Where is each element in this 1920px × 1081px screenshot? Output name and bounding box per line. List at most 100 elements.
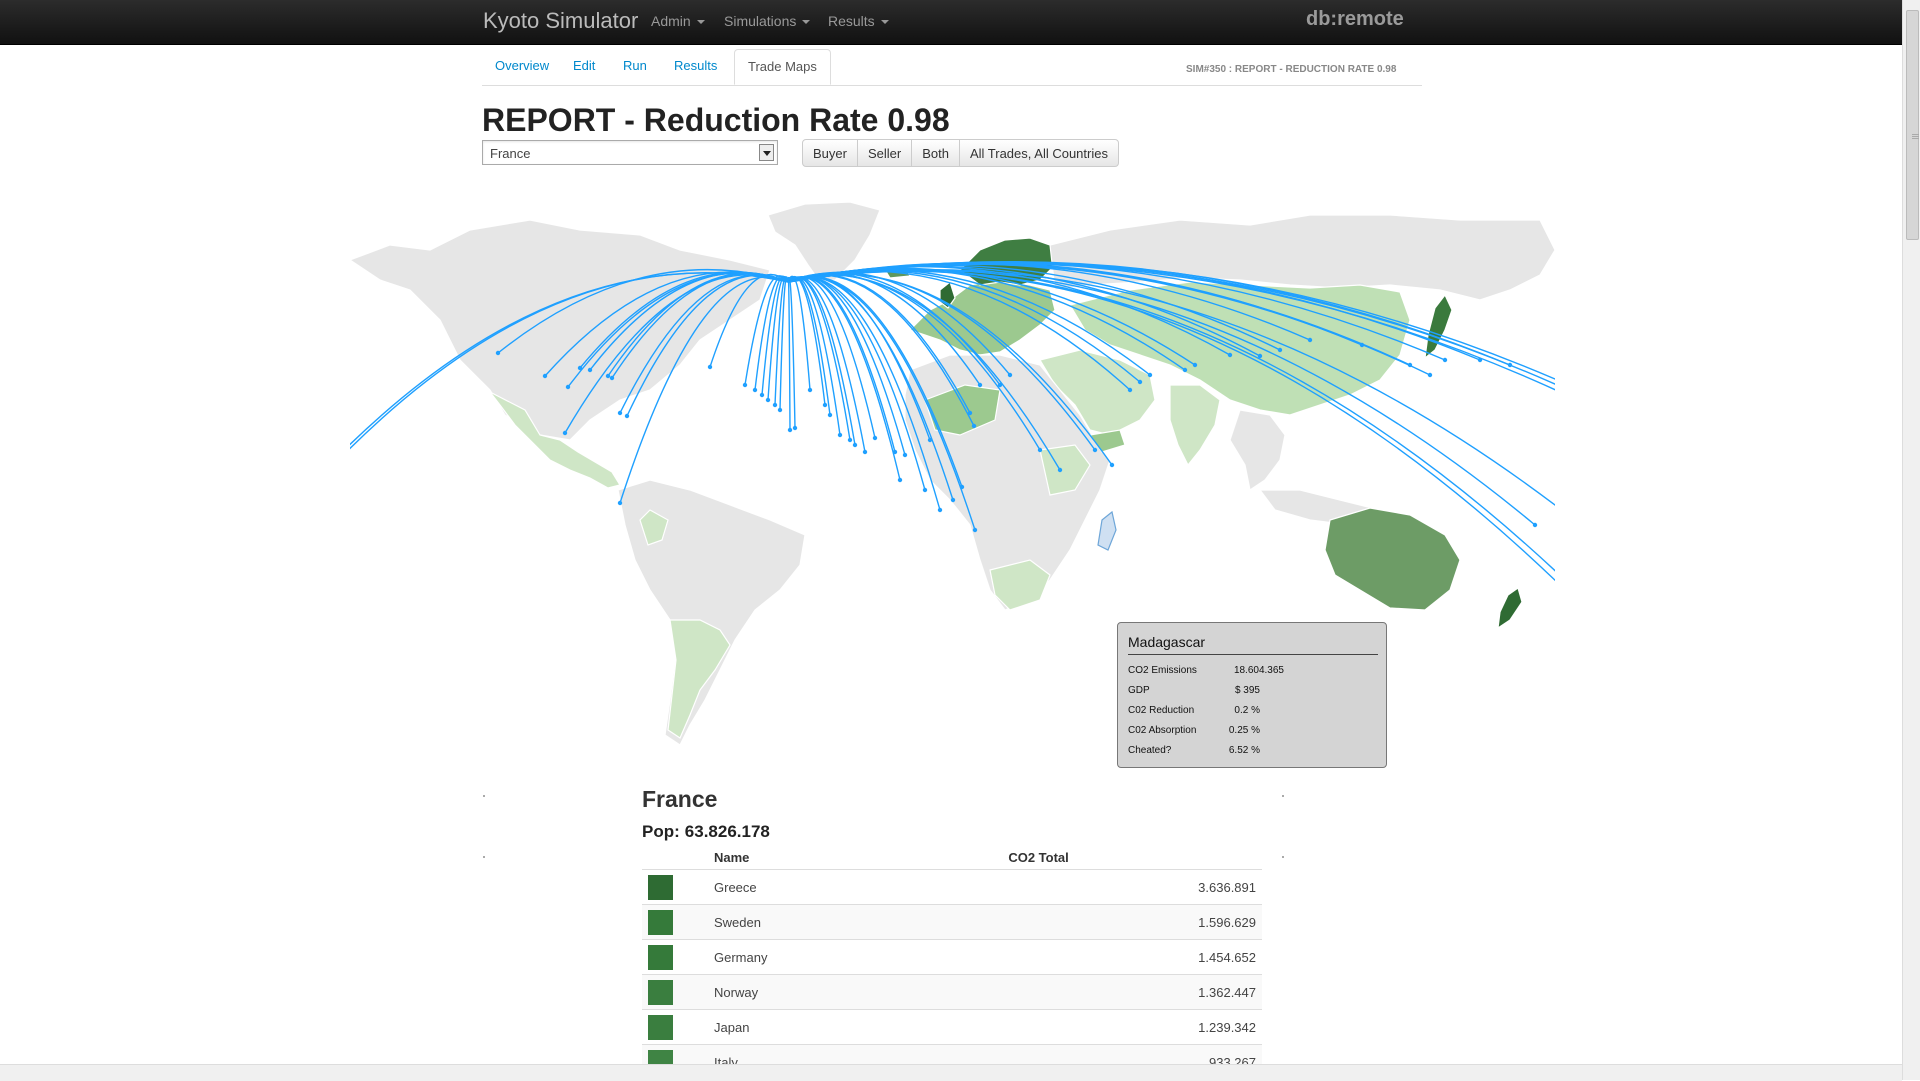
- trade-partner-marker[interactable]: [872, 435, 878, 441]
- region-sahel[interactable]: [924, 384, 1001, 436]
- trade-partner-marker[interactable]: [1427, 372, 1433, 378]
- table-row[interactable]: Sweden 1.596.629: [642, 904, 1262, 940]
- trade-partner-marker[interactable]: [542, 373, 548, 379]
- admin-menu[interactable]: Admin: [651, 13, 705, 29]
- region-south-america[interactable]: [617, 479, 806, 746]
- tab-trade-maps[interactable]: Trade Maps: [734, 49, 831, 85]
- name-column-header[interactable]: Name: [682, 846, 1009, 870]
- trade-partner-marker[interactable]: [617, 500, 623, 506]
- region-argentina[interactable]: [667, 619, 731, 739]
- trade-partner-marker[interactable]: [807, 387, 813, 393]
- table-row[interactable]: Japan 1.239.342: [642, 1009, 1262, 1045]
- trade-partner-marker[interactable]: [587, 367, 593, 373]
- trade-partner-marker[interactable]: [777, 407, 783, 413]
- trade-partner-marker[interactable]: [822, 402, 828, 408]
- trade-partner-marker[interactable]: [971, 423, 977, 429]
- trade-partner-marker[interactable]: [897, 477, 903, 483]
- trade-partner-marker[interactable]: [707, 364, 713, 370]
- trade-partner-marker[interactable]: [902, 452, 908, 458]
- trade-partner-marker[interactable]: [1037, 447, 1043, 453]
- region-madagascar[interactable]: [1097, 510, 1117, 551]
- trade-partner-marker[interactable]: [562, 430, 568, 436]
- results-menu[interactable]: Results: [828, 13, 889, 29]
- seller-button[interactable]: Seller: [856, 139, 913, 167]
- trade-partner-marker[interactable]: [977, 382, 983, 388]
- trade-partner-marker[interactable]: [752, 387, 758, 393]
- trade-partner-marker[interactable]: [862, 449, 868, 455]
- table-row[interactable]: Greece 3.636.891: [642, 869, 1262, 905]
- trade-partner-marker[interactable]: [959, 484, 965, 490]
- trade-partner-marker[interactable]: [937, 507, 943, 513]
- horizontal-scrollbar[interactable]: [0, 1064, 1902, 1081]
- region-india[interactable]: [1169, 384, 1221, 467]
- trade-partner-marker[interactable]: [927, 437, 933, 443]
- trade-partner-marker[interactable]: [827, 412, 833, 418]
- trade-partner-marker[interactable]: [1442, 357, 1448, 363]
- trade-partner-marker[interactable]: [624, 413, 630, 419]
- trade-partner-marker[interactable]: [1137, 379, 1143, 385]
- brand-link[interactable]: Kyoto Simulator: [483, 8, 639, 33]
- scrollbar-thumb[interactable]: [1906, 10, 1919, 240]
- co2-total-column-header[interactable]: CO2 Total: [1008, 846, 1262, 870]
- trade-partner-marker[interactable]: [565, 384, 571, 390]
- trade-partner-marker[interactable]: [1192, 362, 1198, 368]
- region-southeast-asia[interactable]: [1229, 409, 1286, 491]
- tab-results[interactable]: Results: [674, 58, 718, 73]
- region-andes[interactable]: [639, 509, 669, 546]
- trade-partner-marker[interactable]: [972, 527, 978, 533]
- trade-partner-marker[interactable]: [847, 437, 853, 443]
- trade-partner-marker[interactable]: [759, 392, 765, 398]
- color-swatch: [648, 944, 673, 970]
- country-select[interactable]: France: [482, 140, 778, 165]
- trade-partner-marker[interactable]: [1127, 387, 1133, 393]
- simulations-menu[interactable]: Simulations: [724, 13, 811, 29]
- trade-partner-marker[interactable]: [605, 373, 611, 379]
- trade-partner-marker[interactable]: [1257, 353, 1263, 359]
- trade-partner-marker[interactable]: [772, 402, 778, 408]
- trade-partner-marker[interactable]: [1007, 372, 1013, 378]
- trade-partner-marker[interactable]: [1532, 522, 1538, 528]
- buyer-button[interactable]: Buyer: [802, 139, 858, 167]
- region-greenland[interactable]: [767, 201, 881, 283]
- chevron-down-icon[interactable]: [759, 144, 774, 161]
- region-new-zealand[interactable]: [1497, 587, 1523, 630]
- region-north-america[interactable]: [350, 219, 771, 441]
- trade-partner-marker[interactable]: [609, 375, 615, 381]
- table-row[interactable]: Norway 1.362.447: [642, 974, 1262, 1010]
- color-swatch: [648, 874, 673, 900]
- all-trades-button[interactable]: All Trades, All Countries: [958, 139, 1119, 167]
- vertical-scrollbar[interactable]: [1902, 0, 1920, 1080]
- trade-partner-marker[interactable]: [950, 497, 956, 503]
- trade-partner-marker[interactable]: [1182, 367, 1188, 373]
- trade-partner-marker[interactable]: [742, 382, 748, 388]
- trade-partner-marker[interactable]: [922, 487, 928, 493]
- trade-partner-marker[interactable]: [1092, 447, 1098, 453]
- trade-partner-marker[interactable]: [997, 382, 1003, 388]
- both-button[interactable]: Both: [911, 139, 960, 167]
- trade-partner-marker[interactable]: [967, 410, 973, 416]
- trade-partner-marker[interactable]: [1109, 462, 1115, 468]
- trade-partner-marker[interactable]: [1277, 347, 1283, 353]
- region-australia[interactable]: [1324, 507, 1461, 611]
- trade-partner-marker[interactable]: [792, 425, 798, 431]
- trade-partner-marker[interactable]: [577, 365, 583, 371]
- region-mexico[interactable]: [489, 391, 621, 489]
- region-japan[interactable]: [1424, 293, 1453, 360]
- trade-partner-marker[interactable]: [1147, 372, 1153, 378]
- trade-partner-marker[interactable]: [495, 350, 501, 356]
- trade-partner-marker[interactable]: [765, 397, 771, 403]
- table-row[interactable]: Germany 1.454.652: [642, 939, 1262, 975]
- trade-partner-marker[interactable]: [787, 427, 793, 433]
- tab-run[interactable]: Run: [623, 58, 647, 73]
- trade-partner-marker[interactable]: [617, 410, 623, 416]
- region-south-africa[interactable]: [989, 559, 1051, 611]
- trade-partner-marker[interactable]: [852, 442, 858, 448]
- trade-partner-marker[interactable]: [837, 432, 843, 438]
- tab-overview[interactable]: Overview: [495, 58, 550, 73]
- region-europe[interactable]: [908, 279, 1056, 356]
- trade-partner-marker[interactable]: [1057, 467, 1063, 473]
- trade-world-map[interactable]: [350, 190, 1555, 750]
- tab-edit[interactable]: Edit: [573, 58, 596, 73]
- trade-partner-marker[interactable]: [1227, 352, 1233, 358]
- trade-partner-marker[interactable]: [1307, 337, 1313, 343]
